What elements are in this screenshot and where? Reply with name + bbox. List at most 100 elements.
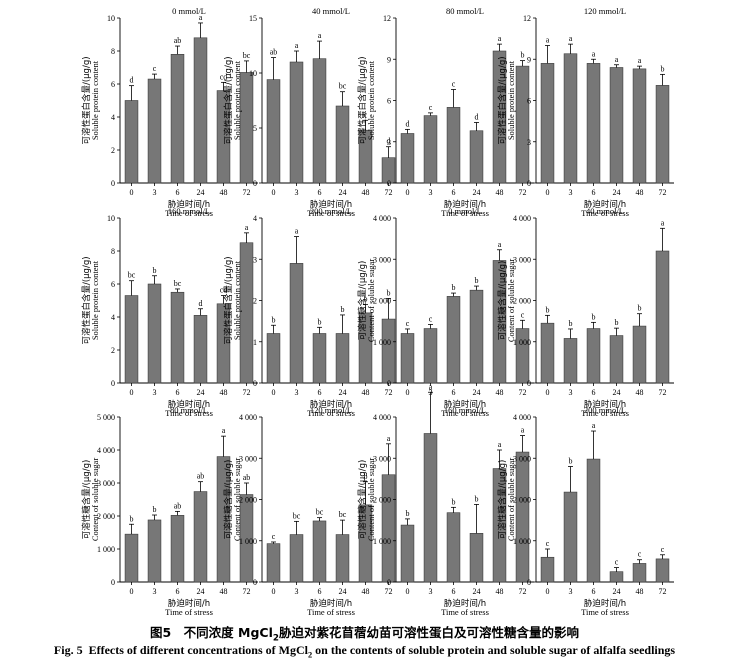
- panel-6-significance-letter: b: [272, 315, 276, 324]
- panel-3-x-tick-label: 3: [429, 188, 433, 197]
- panel-4-y-tick-label: 3: [527, 138, 531, 147]
- panel-5-significance-letter: a: [245, 223, 249, 232]
- panel-10-significance-letter: bc: [316, 508, 324, 517]
- panel-12-significance-letter: b: [569, 457, 573, 466]
- panel-12-x-tick-label: 0: [546, 587, 550, 596]
- panel-9-significance-letter: b: [130, 514, 134, 523]
- panel-2-bar: [335, 105, 350, 184]
- panel-5-title: 160 mmol/L: [168, 206, 210, 216]
- caption-cn-suffix: 胁迫对紫花苜蓿幼苗可溶性蛋白及可溶性糖含量的影响: [278, 625, 579, 640]
- panel-8-significance-letter: b: [592, 312, 596, 321]
- panel-12-y-tick-label: 4 000: [513, 413, 531, 422]
- panel-4-x-tick-label: 24: [613, 188, 621, 197]
- panel-11-significance-letter: b: [475, 494, 479, 503]
- panel-10-x-label-cn: 胁迫时间/h: [310, 598, 352, 609]
- panel-9-x-tick-label: 3: [153, 587, 157, 596]
- panel-8-x-tick-label: 72: [659, 388, 667, 397]
- panel-3-significance-letter: c: [429, 103, 433, 112]
- caption-en-prefix: Effects of different concentrations of M…: [88, 643, 308, 657]
- panel-12-y-label-en: Content of soluble sugar: [506, 458, 516, 542]
- panel-1: 0 mmol/L0246810d0c3ab6a24cd48bc72胁迫时间/hT…: [81, 6, 258, 218]
- panel-10-bar: [312, 520, 327, 583]
- panel-9-significance-letter: a: [222, 426, 226, 435]
- panel-7-y-tick-label: 1 000: [373, 338, 391, 347]
- panel-12-bar: [586, 458, 601, 583]
- panel-9-y-tick-label: 3 000: [97, 479, 115, 488]
- panel-8-y-tick-label: 1 000: [513, 338, 531, 347]
- figure-caption-cn: 图5 不同浓度 MgCl2胁迫对紫花苜蓿幼苗可溶性蛋白及可溶性糖含量的影响: [0, 622, 729, 644]
- panel-1-y-label-cn: 可溶性蛋白含量/(μg/g): [81, 56, 92, 144]
- panel-2-significance-letter: a: [318, 31, 322, 40]
- panel-6-significance-letter: b: [387, 288, 391, 297]
- panel-6-x-tick-label: 6: [318, 388, 322, 397]
- panel-6: 200 mmol/L01234b0a3b6b24b48b72胁迫时间/hTime…: [223, 206, 400, 418]
- panel-12-x-tick-label: 24: [613, 587, 621, 596]
- panel-11-x-tick-label: 3: [429, 587, 433, 596]
- figure: 0 mmol/L0246810d0c3ab6a24cd48bc72胁迫时间/hT…: [81, 6, 674, 617]
- panel-3-y-tick-label: 9: [387, 55, 391, 64]
- panel-6-y-tick-label: 3: [253, 255, 257, 264]
- panel-5-x-tick-label: 48: [220, 388, 228, 397]
- panel-4-significance-letter: a: [592, 49, 596, 58]
- panel-8-significance-letter: b: [638, 304, 642, 313]
- panel-1-significance-letter: cd: [220, 72, 228, 81]
- panel-8-significance-letter: b: [615, 318, 619, 327]
- panel-11-bar: [423, 433, 438, 583]
- panel-7-significance-letter: c: [406, 319, 410, 328]
- panel-10: 120 mmol/L 0 1 000 2 000 3 000 4 000 c 0 bc 3 bc 6 b…: [223, 405, 400, 617]
- panel-11-title: 160 mmol/L: [444, 405, 486, 415]
- panel-6-significance-letter: b: [318, 317, 322, 326]
- panel-5-x-label-en: Time of stress: [165, 408, 213, 418]
- panel-1-title: 0 mmol/L: [172, 6, 206, 16]
- panel-1-y-tick-label: 10: [107, 14, 115, 23]
- panel-12-bar: [609, 571, 624, 583]
- panel-6-x-tick-label: 0: [272, 388, 276, 397]
- panel-1-y-tick-label: 4: [111, 113, 115, 122]
- panel-9-y-tick-label: 5 000: [97, 413, 115, 422]
- panel-3-x-tick-label: 0: [406, 188, 410, 197]
- panel-12-bar: [540, 556, 555, 583]
- panel-6-y-tick-label: 0: [253, 379, 257, 388]
- panel-6-significance-letter: b: [341, 305, 345, 314]
- caption-en-fig-number: Fig. 5: [53, 643, 83, 657]
- panel-1-significance-letter: d: [130, 76, 134, 85]
- panel-10-x-tick-label: 72: [385, 587, 393, 596]
- caption-cn-subscript: 2: [272, 633, 279, 644]
- panel-4-y-label-en: Soluble protein content: [506, 60, 516, 140]
- panel-2-significance-letter: a: [295, 41, 299, 50]
- panel-10-significance-letter: bc: [339, 510, 347, 519]
- panel-6-significance-letter: b: [364, 295, 368, 304]
- panel-11-significance-letter: b: [406, 509, 410, 518]
- panel-10-bar: [289, 534, 304, 583]
- panel-4-significance-letter: a: [546, 36, 550, 45]
- panel-7-x-label-en: Time of stress: [441, 408, 489, 418]
- panel-4-y-tick-label: 9: [527, 55, 531, 64]
- panel-1-x-tick-label: 0: [130, 188, 134, 197]
- panel-9-x-tick-label: 48: [220, 587, 228, 596]
- panel-8-x-label-cn: 胁迫时间/h: [584, 399, 626, 410]
- panel-5-significance-letter: b: [153, 266, 157, 275]
- panel-1-x-tick-label: 24: [197, 188, 205, 197]
- panel-8-bar: [563, 338, 578, 384]
- panel-3-title: 80 mmol/L: [446, 6, 484, 16]
- panel-4-significance-letter: a: [638, 56, 642, 65]
- panel-6-y-tick-label: 1: [253, 338, 257, 347]
- panel-2-significance-letter: c: [364, 110, 368, 119]
- panel-5-bar: [170, 291, 185, 384]
- panel-5-y-tick-label: 4: [111, 313, 115, 322]
- panel-5-y-label-cn: 可溶性蛋白含量/(μg/g): [81, 256, 92, 344]
- panel-4-x-label-en: Time of stress: [581, 208, 629, 218]
- panel-9-bar: [124, 533, 139, 583]
- panel-9-significance-letter: ab: [197, 472, 205, 481]
- panel-10-y-label-en: Content of soluble sugar: [232, 458, 242, 542]
- panel-11-x-tick-label: 72: [519, 587, 527, 596]
- panel-11-y-label-en: Content of soluble sugar: [366, 458, 376, 542]
- panel-12-x-label-cn: 胁迫时间/h: [584, 598, 626, 609]
- panel-2-x-tick-label: 6: [318, 188, 322, 197]
- panel-4-x-label-cn: 胁迫时间/h: [584, 199, 626, 210]
- panel-9-significance-letter: b: [153, 505, 157, 514]
- panel-3-significance-letter: c: [452, 80, 456, 89]
- panel-8-significance-letter: b: [569, 319, 573, 328]
- panel-8-y-tick-label: 3 000: [513, 255, 531, 264]
- panel-8-bar: [609, 335, 624, 384]
